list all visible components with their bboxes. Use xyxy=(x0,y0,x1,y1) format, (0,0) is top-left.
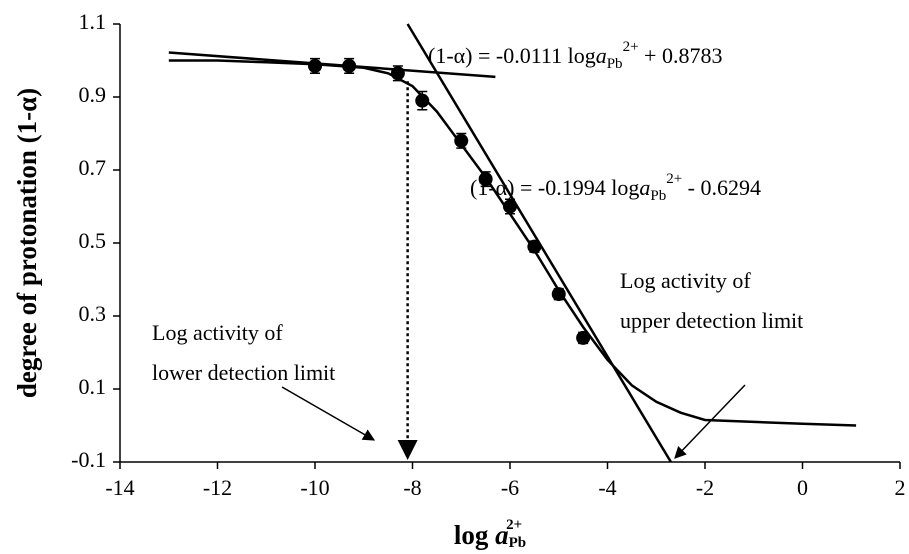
data-point xyxy=(551,287,566,302)
equation-lhs: (1-α) = -0.1994 log xyxy=(470,175,639,200)
x-tick-label: -6 xyxy=(501,475,519,500)
y-tick-label: -0.1 xyxy=(71,447,106,472)
data-point xyxy=(478,172,493,187)
equation-lhs: (1-α) = -0.0111 log xyxy=(428,43,596,68)
equation-rhs: - 0.6294 xyxy=(682,175,761,200)
equation-rhs: + 0.8783 xyxy=(639,43,723,68)
equation-sup: 2+ xyxy=(666,171,682,187)
data-point xyxy=(415,93,430,108)
y-tick-label: 0.5 xyxy=(79,228,107,253)
equation: (1-α) = -0.0111 logaPb2+ + 0.8783 xyxy=(428,39,722,72)
data-point xyxy=(454,133,469,148)
y-tick-label: 0.1 xyxy=(79,374,107,399)
equation-sub: Pb xyxy=(650,188,666,204)
x-title-italic: a xyxy=(495,520,509,550)
y-tick-label: 1.1 xyxy=(79,9,107,34)
x-tick-label: 0 xyxy=(797,475,808,500)
x-tick-label: -4 xyxy=(598,475,616,500)
data-point xyxy=(527,239,542,254)
fit-line xyxy=(168,51,496,79)
data-point xyxy=(576,330,591,345)
y-tick-label: 0.9 xyxy=(79,82,107,107)
annotation-arrow xyxy=(281,386,376,441)
y-tick-label: 0.3 xyxy=(79,301,107,326)
annotation: upper detection limit xyxy=(620,308,803,333)
equation-sup: 2+ xyxy=(623,39,639,55)
y-tick-label: 0.7 xyxy=(79,155,107,180)
annotation: Log activity of xyxy=(620,268,751,293)
data-point xyxy=(308,58,322,73)
x-axis-title: log aPb 2+ xyxy=(454,517,526,551)
x-tick-label: -10 xyxy=(300,475,329,500)
x-title-main: log xyxy=(454,520,495,550)
data-point xyxy=(342,58,357,73)
x-tick-label: -2 xyxy=(696,475,714,500)
equation-sub: Pb xyxy=(607,56,623,72)
annotation: Log activity of xyxy=(152,320,283,345)
equation-italic: a xyxy=(639,175,650,200)
x-tick-label: -14 xyxy=(105,475,134,500)
equation-italic: a xyxy=(596,43,607,68)
x-tick-label: -8 xyxy=(403,475,421,500)
x-title-sup: 2+ xyxy=(506,517,522,533)
data-point xyxy=(503,199,517,214)
annotation: lower detection limit xyxy=(152,360,335,385)
annotation-arrow xyxy=(674,384,746,459)
equation: (1-α) = -0.1994 logaPb2+ - 0.6294 xyxy=(470,171,761,204)
x-title-sub: Pb xyxy=(509,535,527,551)
x-tick-label: 2 xyxy=(895,475,906,500)
x-tick-label: -12 xyxy=(203,475,232,500)
y-axis-title: degree of protonation (1-α) xyxy=(12,88,42,398)
data-point xyxy=(390,66,405,81)
